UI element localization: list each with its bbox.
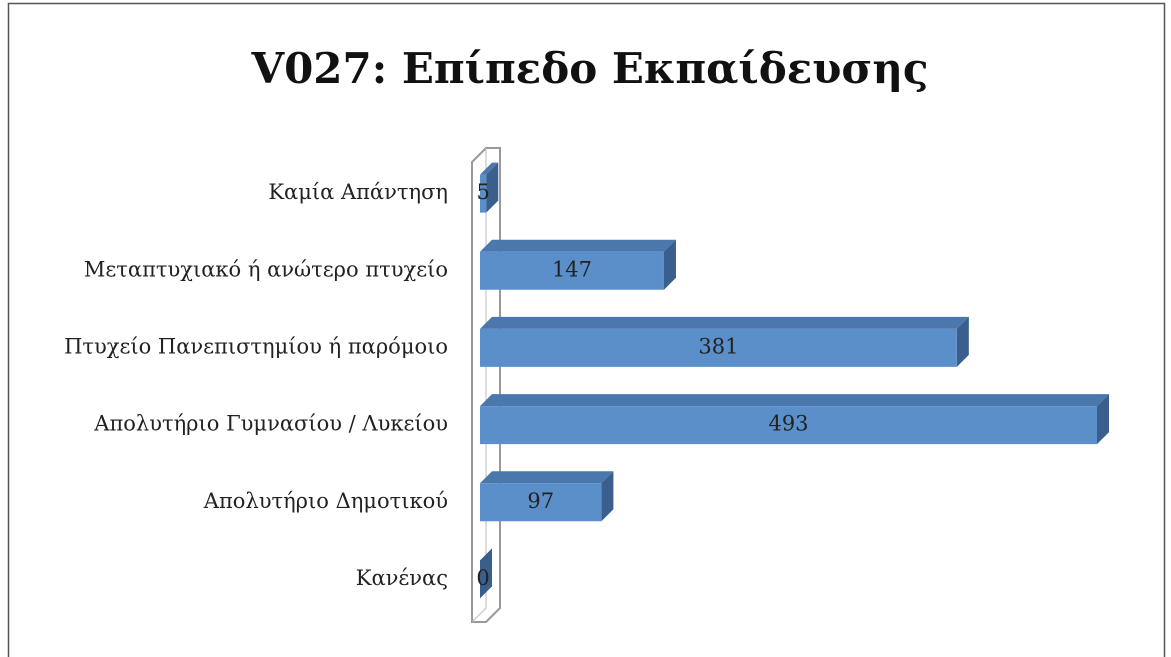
y-tick-label: Καμία Απάντηση xyxy=(268,180,448,204)
data-label: 493 xyxy=(768,412,808,436)
data-label: 381 xyxy=(698,334,738,358)
bar xyxy=(480,162,499,213)
bar-front xyxy=(480,174,487,213)
bar xyxy=(480,471,614,522)
axis-wall-edge xyxy=(471,607,487,623)
y-tick-label: Κανένας xyxy=(356,566,448,590)
bar-top xyxy=(480,471,614,484)
data-label: 5 xyxy=(476,180,489,204)
data-label: 147 xyxy=(552,257,592,281)
bar-side xyxy=(956,316,969,367)
bar-front xyxy=(480,406,1097,445)
bar-top xyxy=(480,394,1109,407)
bar-top xyxy=(480,162,499,175)
bar-top xyxy=(480,316,969,329)
chart-title: V027: Επίπεδο Εκπαίδευσης xyxy=(250,44,928,93)
data-label: 0 xyxy=(476,566,489,590)
bar-front xyxy=(480,251,664,290)
y-tick-label: Μεταπτυχιακό ή ανώτερο πτυχείο xyxy=(84,257,448,281)
bar xyxy=(480,548,492,599)
bar-side xyxy=(486,162,499,213)
bar-side xyxy=(663,239,676,290)
bar xyxy=(480,316,969,367)
bar xyxy=(480,394,1109,445)
bar-side xyxy=(480,548,492,599)
bar-top xyxy=(480,239,676,252)
bar-front xyxy=(480,483,602,522)
y-tick-label: Πτυχείο Πανεπιστημίου ή παρόμοιο xyxy=(64,334,448,358)
bar-front xyxy=(480,328,957,367)
y-tick-label: Απολυτήριο Γυμνασίου / Λυκείου xyxy=(93,412,448,436)
bar-side xyxy=(601,471,614,522)
bar-side xyxy=(1097,394,1109,445)
y-tick-label: Απολυτήριο Δημοτικού xyxy=(203,489,448,513)
data-label: 97 xyxy=(527,489,554,513)
bar xyxy=(480,239,676,290)
